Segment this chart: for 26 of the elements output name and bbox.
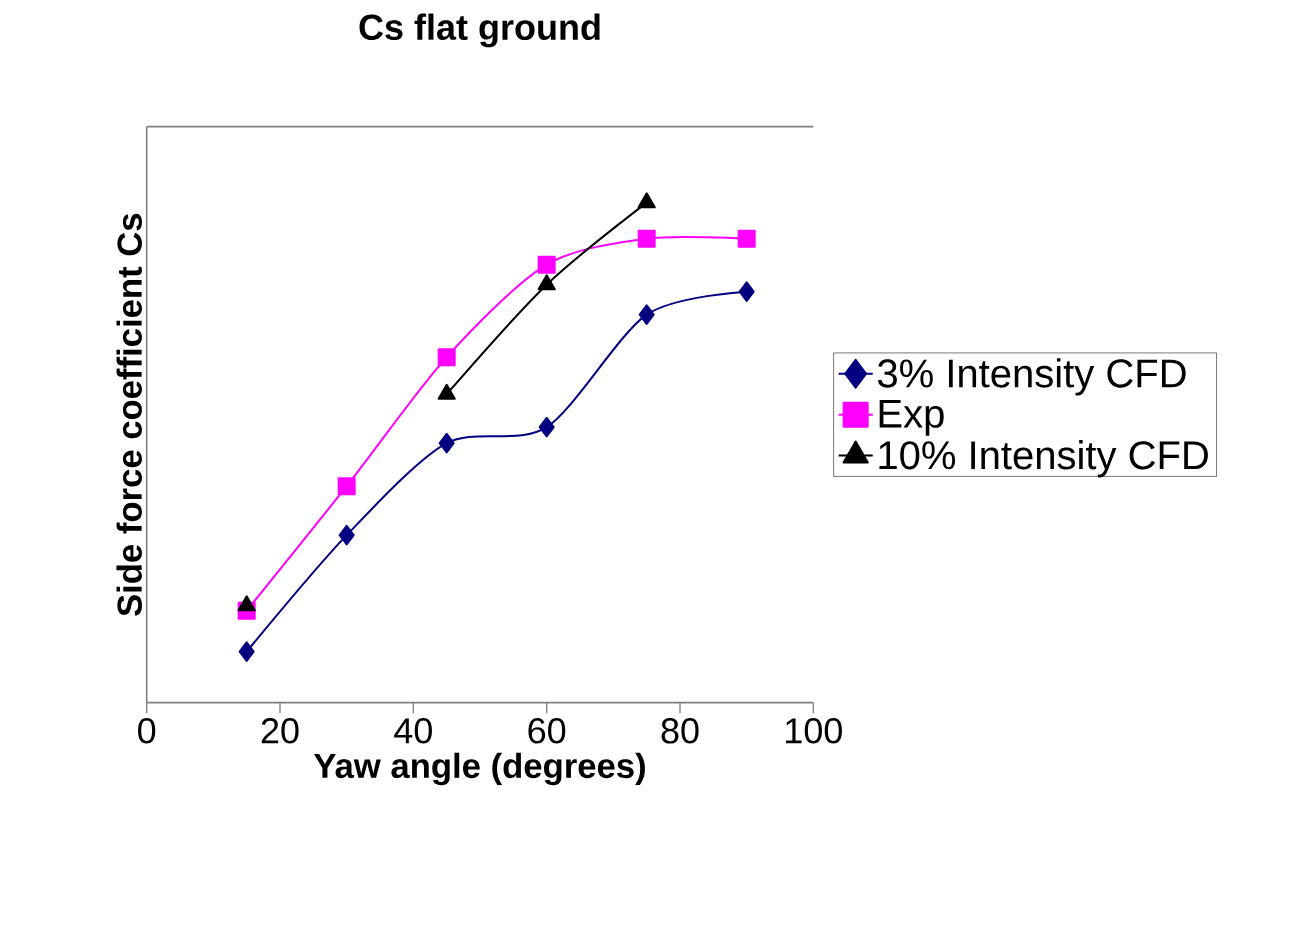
x-axis-title: Yaw angle (degrees) <box>313 752 645 786</box>
point <box>638 304 655 325</box>
x-tick-label: 100 <box>786 718 842 744</box>
x-tick-label: 60 <box>528 718 566 744</box>
point <box>637 192 656 209</box>
legend-label: Exp <box>879 399 944 436</box>
point <box>738 281 755 302</box>
chart-title: Cs flat ground <box>359 13 600 48</box>
point <box>637 229 656 248</box>
x-tick-label: 80 <box>661 718 699 744</box>
x-tick-label: 0 <box>138 718 156 744</box>
point <box>238 641 255 662</box>
point <box>438 432 455 454</box>
legend-label: 3% Intensity CFD <box>877 358 1186 396</box>
x-tick-label: 20 <box>261 718 299 744</box>
point <box>437 348 456 367</box>
y-axis-title: Side force coefficient Cs <box>116 213 142 616</box>
point <box>537 274 556 291</box>
point <box>338 524 355 546</box>
point <box>537 255 556 274</box>
legend-label: 10% Intensity CFD <box>879 440 1208 478</box>
point <box>337 477 356 496</box>
point <box>737 229 756 248</box>
point <box>237 595 256 612</box>
x-tick-label: 40 <box>394 718 432 744</box>
point <box>538 416 555 438</box>
